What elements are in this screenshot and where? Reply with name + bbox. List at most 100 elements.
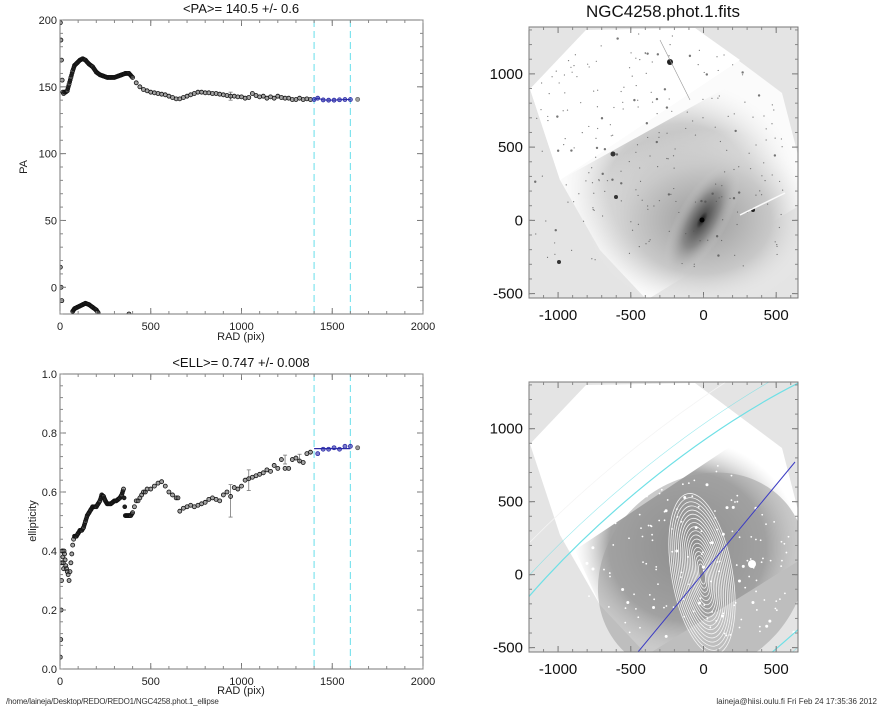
star-speck bbox=[548, 93, 550, 95]
star-speck bbox=[564, 138, 566, 140]
star-speck bbox=[757, 94, 761, 97]
star-speck bbox=[630, 221, 632, 223]
data-point bbox=[300, 460, 306, 465]
masked-speck bbox=[784, 592, 786, 595]
data-point bbox=[130, 510, 136, 516]
star-speck bbox=[734, 129, 737, 133]
star-speck bbox=[752, 116, 754, 118]
data-point bbox=[260, 470, 266, 476]
star-speck bbox=[567, 201, 569, 203]
star-speck bbox=[591, 167, 593, 169]
masked-speck bbox=[578, 480, 581, 483]
star-speck bbox=[637, 106, 639, 108]
masked-speck bbox=[733, 604, 736, 607]
star-speck bbox=[782, 189, 784, 191]
star-speck bbox=[594, 259, 596, 261]
data-point bbox=[326, 446, 332, 452]
isophote-ellipse bbox=[679, 517, 725, 631]
star-speck bbox=[693, 230, 695, 232]
masked-speck bbox=[638, 513, 641, 516]
star-speck bbox=[721, 239, 723, 242]
star-speck bbox=[658, 132, 660, 134]
masked-speck bbox=[653, 598, 656, 601]
star-speck bbox=[628, 252, 631, 254]
star-speck bbox=[717, 97, 719, 99]
masked-speck bbox=[588, 595, 590, 598]
outer-isophote bbox=[529, 382, 798, 652]
star-speck bbox=[585, 180, 587, 182]
masked-speck bbox=[693, 479, 696, 482]
star-speck bbox=[771, 123, 773, 125]
masked-speck bbox=[687, 482, 690, 485]
image-footprint-upper bbox=[530, 28, 740, 180]
masked-speck bbox=[621, 587, 625, 591]
star-speck bbox=[666, 157, 668, 160]
series-ellipticity bbox=[60, 449, 313, 660]
star-speck bbox=[587, 63, 589, 65]
star-speck bbox=[588, 66, 590, 68]
isophote-image-frame bbox=[528, 381, 799, 653]
star-speck bbox=[761, 175, 763, 177]
y-tick-label: 1000 bbox=[490, 66, 523, 83]
masked-speck bbox=[618, 501, 622, 505]
star-speck bbox=[581, 132, 583, 134]
star-speck bbox=[556, 115, 559, 118]
star-speck bbox=[631, 75, 633, 77]
x-tick-label: 0 bbox=[699, 661, 707, 678]
masked-speck bbox=[672, 606, 675, 609]
star-speck bbox=[545, 220, 547, 222]
data-point bbox=[235, 486, 241, 492]
foreground-stars bbox=[534, 33, 784, 268]
masked-speck bbox=[591, 567, 595, 571]
major-axis-line bbox=[637, 461, 796, 652]
star-speck bbox=[593, 209, 595, 211]
series-ellipticity-outer- bbox=[355, 445, 361, 451]
masked-speck bbox=[780, 540, 783, 543]
star-speck bbox=[663, 88, 667, 91]
x-tick-label: 0 bbox=[57, 321, 63, 333]
masked-speck bbox=[614, 522, 617, 525]
satellite-trail bbox=[739, 192, 786, 216]
masked-speck bbox=[715, 470, 718, 473]
masked-speck bbox=[609, 447, 611, 450]
pa-plot-title: <PA>= 140.5 +/- 0.6 bbox=[183, 1, 299, 16]
star-speck bbox=[737, 191, 741, 194]
star-speck bbox=[570, 149, 573, 152]
star-speck bbox=[598, 180, 600, 182]
star-speck bbox=[622, 101, 624, 103]
star-speck bbox=[601, 172, 604, 176]
star-speck bbox=[592, 207, 594, 209]
masked-speck bbox=[729, 633, 732, 636]
masked-speck bbox=[755, 590, 757, 593]
star-speck bbox=[593, 90, 595, 92]
star-speck bbox=[658, 136, 660, 138]
data-point bbox=[224, 489, 230, 495]
masked-speck bbox=[787, 535, 790, 538]
pa-marks bbox=[60, 20, 361, 314]
y-tick-label: 0 bbox=[515, 567, 523, 584]
masked-speck bbox=[725, 634, 728, 637]
masked-speck bbox=[691, 495, 694, 498]
masked-speck bbox=[741, 564, 745, 568]
masked-speck bbox=[710, 580, 713, 583]
masked-speck bbox=[663, 606, 665, 609]
star-speck bbox=[645, 243, 647, 245]
star-speck bbox=[724, 171, 726, 173]
masked-speck bbox=[608, 572, 611, 574]
masked-speck bbox=[716, 464, 719, 467]
masked-speck bbox=[694, 526, 698, 530]
star-speck bbox=[771, 104, 773, 106]
star-speck bbox=[588, 125, 590, 128]
masked-speck bbox=[603, 568, 605, 571]
masked-speck bbox=[737, 579, 741, 583]
star-speck bbox=[591, 182, 594, 184]
star-speck bbox=[693, 265, 695, 268]
star-speck bbox=[645, 72, 647, 74]
star-speck bbox=[613, 106, 615, 109]
masked-speck bbox=[736, 494, 739, 497]
masked-speck bbox=[648, 594, 651, 596]
star-speck bbox=[554, 253, 556, 255]
star-speck bbox=[668, 98, 670, 100]
data-point bbox=[67, 569, 73, 575]
